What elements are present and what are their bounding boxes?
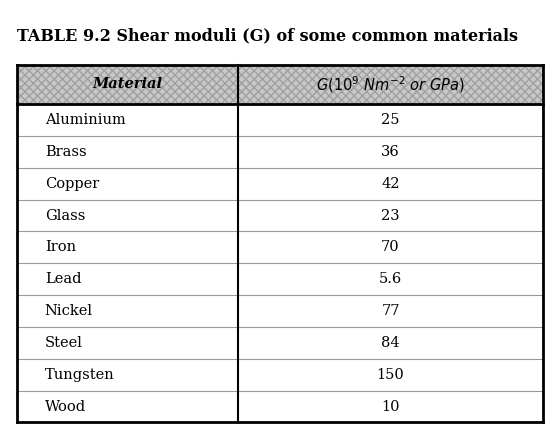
Text: Aluminium: Aluminium [45, 113, 125, 127]
Text: Tungsten: Tungsten [45, 368, 115, 382]
Text: Brass: Brass [45, 145, 86, 159]
Bar [17, 65, 543, 104]
Text: 150: 150 [377, 368, 404, 382]
Bar [17, 168, 543, 200]
Text: Steel: Steel [45, 336, 83, 350]
Text: 5.6: 5.6 [379, 272, 402, 286]
Bar [17, 136, 543, 168]
Text: 84: 84 [381, 336, 400, 350]
Text: 10: 10 [381, 400, 400, 413]
Text: 23: 23 [381, 209, 400, 223]
Text: 25: 25 [381, 113, 400, 127]
Text: $\mathit{G(10^{9}\ Nm^{-2}\ or\ GPa)}$: $\mathit{G(10^{9}\ Nm^{-2}\ or\ GPa)}$ [316, 74, 465, 95]
Text: 70: 70 [381, 240, 400, 254]
Text: 36: 36 [381, 145, 400, 159]
Bar [17, 391, 543, 422]
Text: TABLE 9.2 Shear moduli (G) of some common materials: TABLE 9.2 Shear moduli (G) of some commo… [17, 28, 518, 45]
Text: Material: Material [92, 77, 162, 92]
Text: Copper: Copper [45, 177, 99, 191]
Text: Glass: Glass [45, 209, 85, 223]
Text: 42: 42 [381, 177, 400, 191]
Bar [17, 232, 543, 263]
Bar [17, 104, 543, 136]
Text: Iron: Iron [45, 240, 76, 254]
Bar [17, 263, 543, 295]
Text: Nickel: Nickel [45, 304, 93, 318]
Text: 77: 77 [381, 304, 400, 318]
Bar [17, 359, 543, 391]
Bar [17, 295, 543, 327]
Text: Lead: Lead [45, 272, 81, 286]
Bar [17, 200, 543, 232]
Bar [17, 327, 543, 359]
Text: Wood: Wood [45, 400, 86, 413]
